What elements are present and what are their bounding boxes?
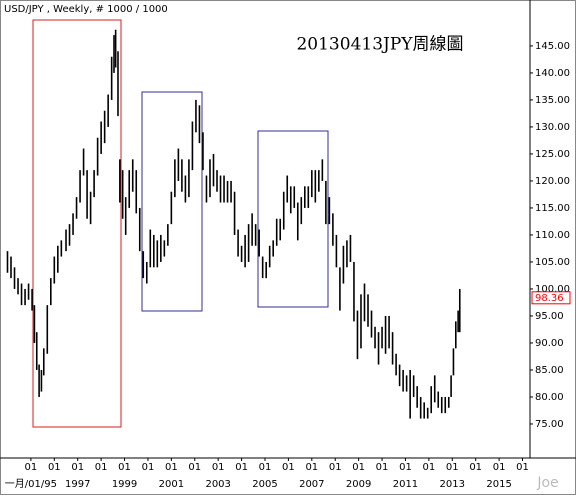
x-tick-label: 01	[376, 462, 389, 473]
y-tick-label: 105.00	[535, 257, 570, 268]
highlight-box	[257, 130, 329, 308]
watermark: Joe	[536, 475, 558, 491]
y-tick-label: 80.00	[535, 392, 564, 403]
y-tick-label: 85.00	[535, 365, 564, 376]
year-label: 2001	[159, 479, 184, 490]
x-tick-label: 01	[48, 462, 61, 473]
x-tick-label: 01	[118, 462, 131, 473]
x-tick-label: 01	[469, 462, 482, 473]
y-tick-label: 90.00	[535, 338, 564, 349]
year-label: 2003	[205, 479, 230, 490]
year-label: 2011	[393, 479, 418, 490]
x-tick-label: 01	[493, 462, 506, 473]
year-label: 2013	[440, 479, 465, 490]
y-tick-label: 140.00	[535, 68, 570, 79]
last-value-box	[531, 291, 571, 305]
x-tick-label: 01	[516, 462, 529, 473]
x-tick-label: 01	[259, 462, 272, 473]
y-tick-label: 120.00	[535, 176, 570, 187]
highlight-box	[32, 19, 122, 428]
x-tick-label: 01	[305, 462, 318, 473]
y-tick-label: 145.00	[535, 41, 570, 52]
x-tick-label: 01	[212, 462, 225, 473]
x-tick-label: 01	[95, 462, 108, 473]
year-label: 1997	[65, 479, 90, 490]
x-tick-label: 01	[446, 462, 459, 473]
y-tick-label: 125.00	[535, 149, 570, 160]
x-tick-label: 01	[282, 462, 295, 473]
y-tick-label: 130.00	[535, 122, 570, 133]
x-tick-label: 01	[142, 462, 155, 473]
chart-title: 20130413JPY周線圖	[296, 35, 463, 55]
x-tick-label: 01	[165, 462, 178, 473]
x-tick-label: 01	[329, 462, 342, 473]
y-tick-label: 95.00	[535, 311, 564, 322]
x-tick-label: 01	[423, 462, 436, 473]
last-value-label: 98.36	[535, 293, 564, 304]
year-label: 一月/01/95	[5, 478, 57, 490]
x-tick-label: 01	[188, 462, 201, 473]
x-tick-label: 01	[235, 462, 248, 473]
year-label: 1999	[112, 479, 137, 490]
y-tick-label: 115.00	[535, 203, 570, 214]
year-label: 2015	[486, 479, 511, 490]
year-label: 2007	[299, 479, 324, 490]
y-tick-label: 75.00	[535, 419, 564, 430]
x-tick-label: 01	[399, 462, 412, 473]
y-tick-label: 100.00	[535, 284, 570, 295]
highlight-box	[141, 91, 203, 312]
x-tick-label: 01	[25, 462, 38, 473]
y-tick-label: 110.00	[535, 230, 570, 241]
y-tick-label: 135.00	[535, 95, 570, 106]
year-label: 2009	[346, 479, 371, 490]
chart-header: USD/JPY , Weekly, # 1000 / 1000	[4, 4, 168, 15]
year-label: 2005	[252, 479, 277, 490]
x-tick-label: 01	[71, 462, 84, 473]
x-tick-label: 01	[352, 462, 365, 473]
